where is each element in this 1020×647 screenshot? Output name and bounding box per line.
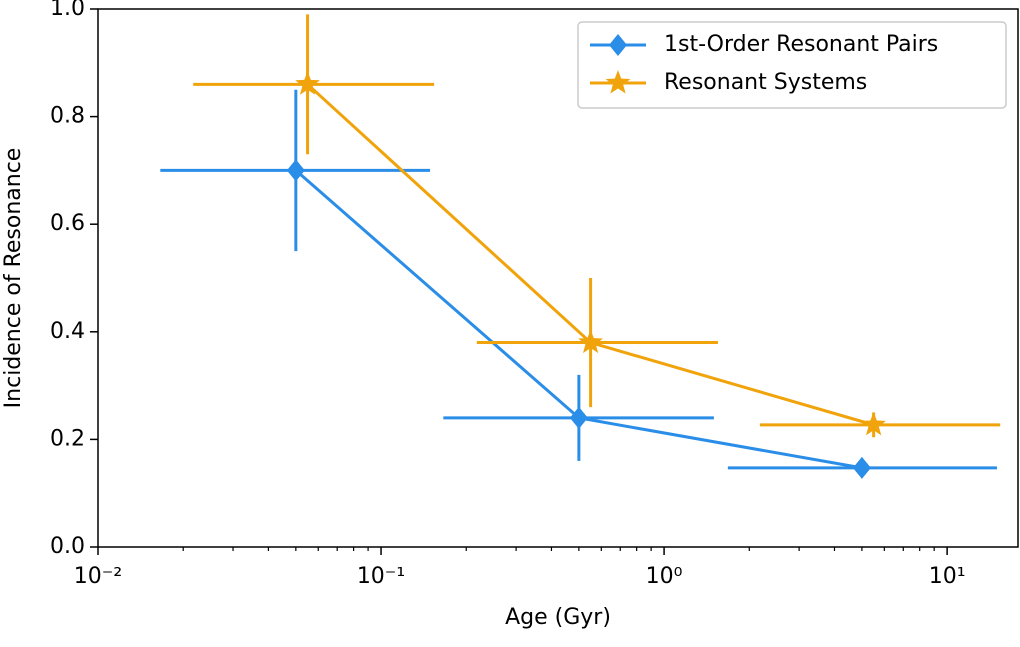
legend-marker [605,70,631,94]
y-tick-label: 0.4 [50,319,85,344]
marker [286,159,305,182]
legend-box [577,21,1007,109]
y-tick-label: 1.0 [50,0,85,21]
marker [578,329,603,354]
legend-label: 1st-Order Resonant Pairs [664,32,938,57]
marker [295,71,320,95]
marker [852,456,871,479]
legend-label: Resonant Systems [664,70,867,95]
y-tick-label: 0.8 [50,104,85,129]
x-axis-label: Age (Gyr) [505,605,611,630]
y-tick-label: 0.6 [50,211,85,236]
y-axis-label: Incidence of Resonance [1,148,26,409]
legend-marker [609,34,627,56]
axes-frame [97,8,1019,548]
marker [569,406,588,429]
x-tick-label: 10⁻² [74,564,122,589]
legend: 1st-Order Resonant Pairs Resonant Systems [577,21,1007,109]
x-tick-label: 10¹ [929,564,966,589]
x-tick-label: 10⁰ [646,564,683,589]
y-tick-label: 0.2 [50,426,85,451]
y-tick-label: 0.0 [50,534,85,559]
marker [861,411,886,436]
x-tick-label: 10⁻¹ [357,564,405,589]
